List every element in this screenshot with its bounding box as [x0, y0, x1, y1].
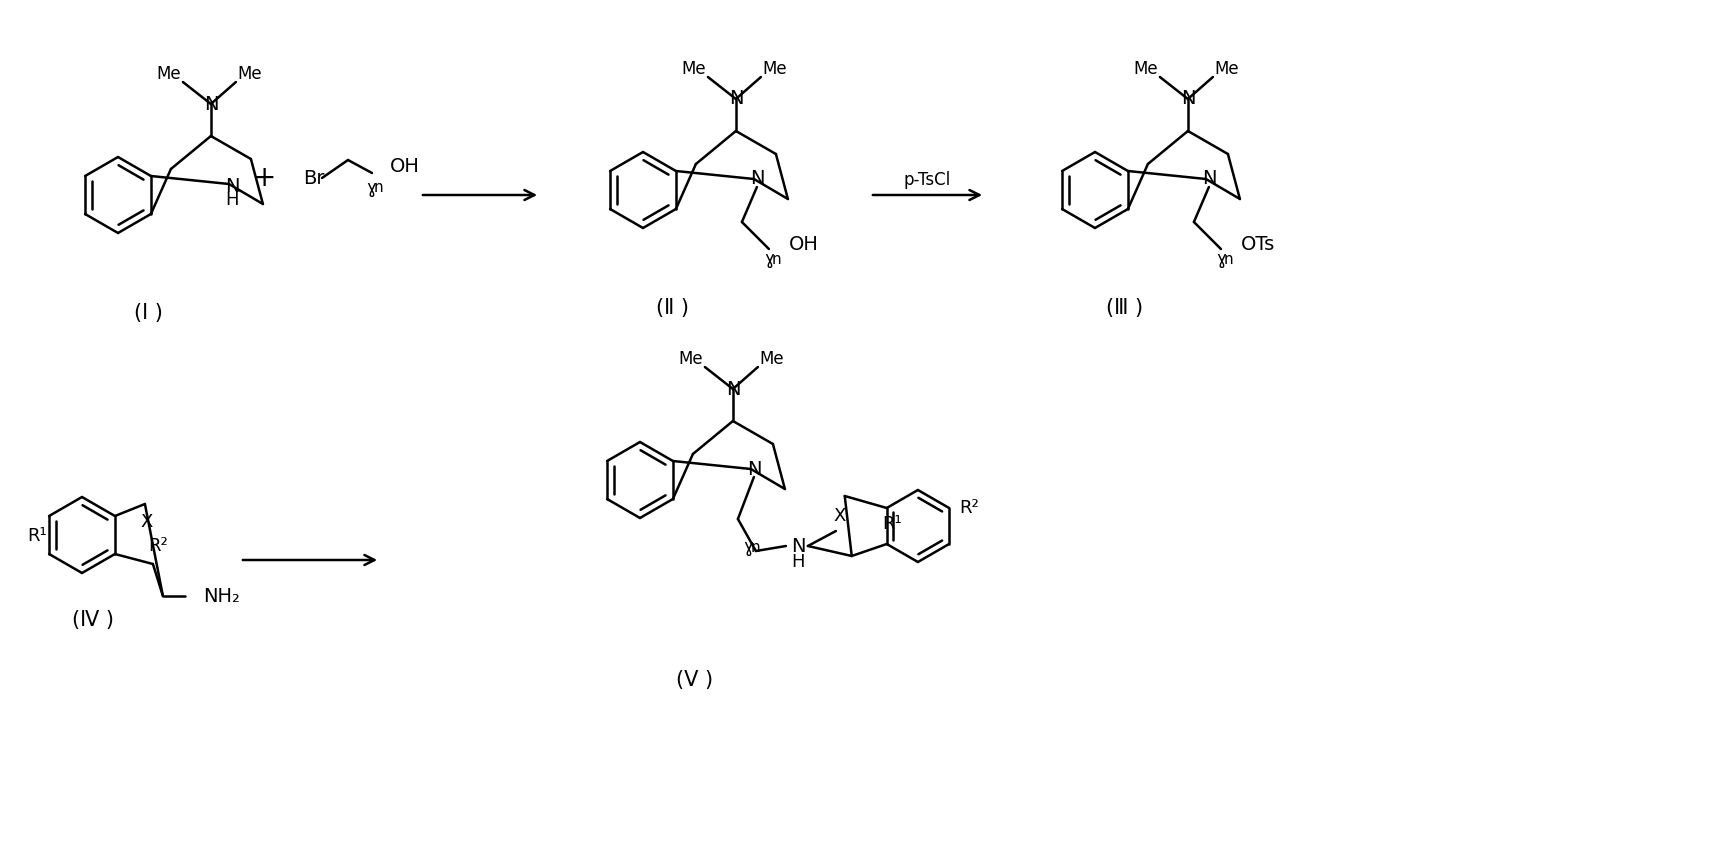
Text: N: N: [1202, 169, 1216, 188]
Text: R¹: R¹: [28, 527, 47, 545]
Text: N: N: [725, 380, 740, 399]
Text: (Ⅲ ): (Ⅲ ): [1106, 298, 1143, 318]
Text: OH: OH: [789, 235, 818, 254]
Text: H: H: [791, 553, 805, 571]
Text: Me: Me: [678, 350, 704, 368]
Text: N: N: [747, 459, 761, 478]
Text: Me: Me: [1134, 60, 1158, 78]
Text: ɣ: ɣ: [765, 250, 773, 268]
Text: N: N: [749, 169, 765, 188]
Text: n: n: [751, 539, 761, 555]
Text: Me: Me: [759, 350, 784, 368]
Text: (Ⅳ ): (Ⅳ ): [73, 610, 114, 630]
Text: N: N: [225, 177, 239, 196]
Text: R²: R²: [959, 499, 980, 517]
Text: (Ⅴ ): (Ⅴ ): [676, 670, 714, 690]
Text: p-TsCl: p-TsCl: [903, 171, 950, 189]
Text: NH₂: NH₂: [203, 587, 239, 606]
Text: N: N: [791, 537, 805, 556]
Text: n: n: [1224, 251, 1233, 267]
Text: Br: Br: [303, 168, 324, 187]
Text: OTs: OTs: [1242, 235, 1274, 254]
Text: ɣ: ɣ: [366, 179, 376, 197]
Text: n: n: [772, 251, 782, 267]
Text: n: n: [375, 180, 383, 196]
Text: (Ⅱ ): (Ⅱ ): [657, 298, 690, 318]
Text: R²: R²: [147, 537, 168, 555]
Text: X: X: [834, 507, 846, 525]
Text: Me: Me: [1214, 60, 1240, 78]
Text: N: N: [1181, 90, 1195, 109]
Text: Me: Me: [156, 65, 182, 83]
Text: Me: Me: [763, 60, 787, 78]
Text: N: N: [728, 90, 744, 109]
Text: R¹: R¹: [883, 515, 902, 533]
Text: X: X: [140, 513, 153, 531]
Text: (Ⅰ ): (Ⅰ ): [134, 303, 163, 323]
Text: N: N: [203, 95, 218, 114]
Text: Me: Me: [681, 60, 706, 78]
Text: ɣ: ɣ: [742, 538, 753, 556]
Text: Me: Me: [238, 65, 262, 83]
Text: H: H: [225, 191, 239, 209]
Text: OH: OH: [390, 156, 420, 175]
Text: +: +: [253, 164, 277, 192]
Text: ɣ: ɣ: [1216, 250, 1226, 268]
